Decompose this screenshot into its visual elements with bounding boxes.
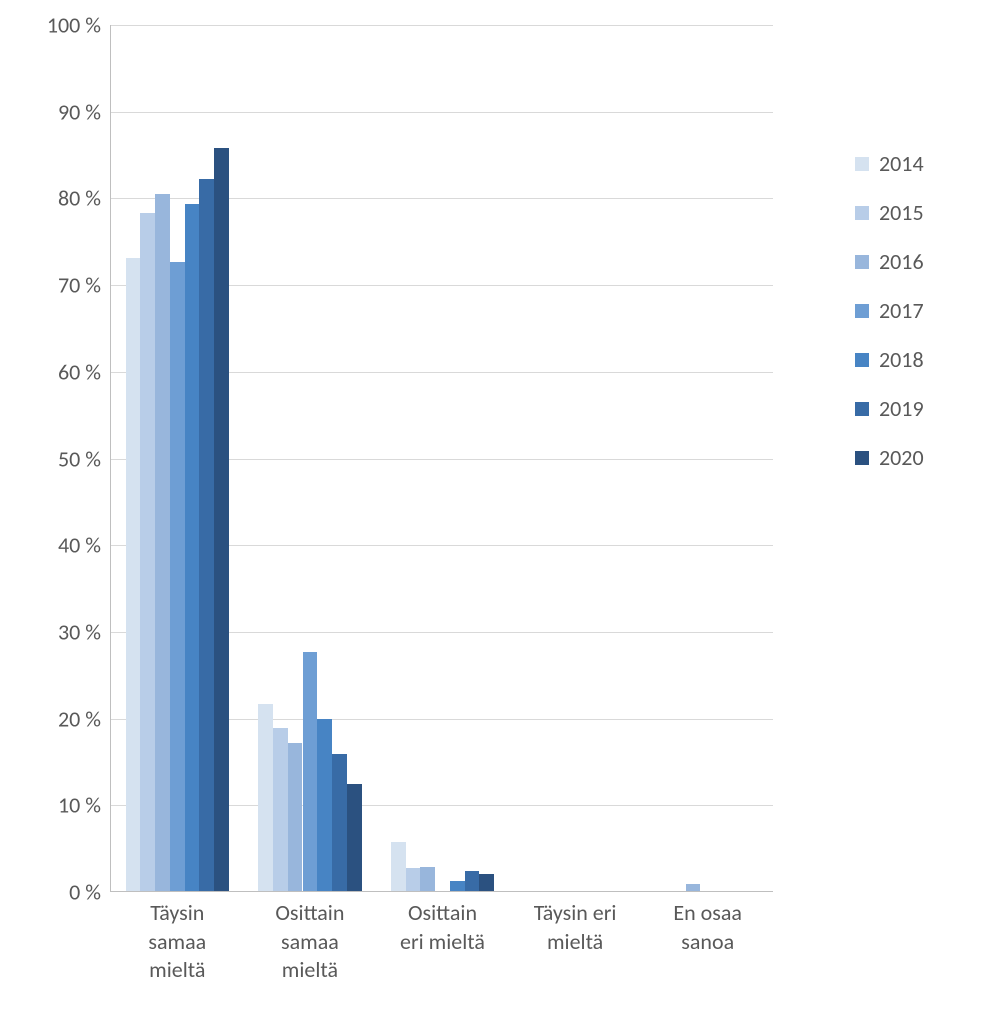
legend-label: 2017 xyxy=(879,297,924,324)
bar xyxy=(479,874,494,891)
legend-label: 2020 xyxy=(879,444,924,471)
bar xyxy=(465,871,480,891)
legend-label: 2015 xyxy=(879,199,924,226)
bar xyxy=(140,213,155,891)
y-tick-label: 50 % xyxy=(58,445,111,472)
legend-label: 2014 xyxy=(879,150,924,177)
legend-item: 2019 xyxy=(855,395,924,422)
y-tick-label: 70 % xyxy=(58,272,111,299)
bar xyxy=(317,719,332,891)
x-category-label: Osittain samaa mieltä xyxy=(244,891,377,985)
x-category-label: En osaa sanoa xyxy=(641,891,774,956)
bar xyxy=(185,204,200,891)
category-group: Osittain samaa mieltä xyxy=(244,25,377,891)
category-group: Täysin eri mieltä xyxy=(509,25,642,891)
legend-swatch xyxy=(855,451,869,465)
bar xyxy=(170,262,185,891)
legend-item: 2014 xyxy=(855,150,924,177)
legend-swatch xyxy=(855,402,869,416)
y-tick-label: 80 % xyxy=(58,185,111,212)
legend-item: 2018 xyxy=(855,346,924,373)
bar xyxy=(406,868,421,891)
bar xyxy=(126,258,141,891)
legend-label: 2019 xyxy=(879,395,924,422)
y-tick-label: 40 % xyxy=(58,532,111,559)
bar xyxy=(273,728,288,891)
legend-item: 2020 xyxy=(855,444,924,471)
bar xyxy=(303,652,318,891)
bar xyxy=(450,881,465,891)
legend-label: 2018 xyxy=(879,346,924,373)
bar xyxy=(155,194,170,891)
bar xyxy=(391,842,406,891)
plot-area: 0 %10 %20 %30 %40 %50 %60 %70 %80 %90 %1… xyxy=(110,25,773,892)
legend-swatch xyxy=(855,353,869,367)
bar xyxy=(258,704,273,891)
bar xyxy=(199,179,214,891)
x-category-label: Täysin eri mieltä xyxy=(509,891,642,956)
y-tick-label: 20 % xyxy=(58,705,111,732)
legend-swatch xyxy=(855,304,869,318)
legend-swatch xyxy=(855,255,869,269)
legend: 2014 2015 2016 2017 2018 2019 2020 xyxy=(855,150,924,493)
legend-label: 2016 xyxy=(879,248,924,275)
legend-swatch xyxy=(855,206,869,220)
bar xyxy=(420,867,435,891)
legend-item: 2017 xyxy=(855,297,924,324)
category-group: En osaa sanoa xyxy=(641,25,774,891)
bar xyxy=(214,148,229,891)
bar xyxy=(686,884,701,891)
bar xyxy=(288,743,303,891)
y-tick-label: 60 % xyxy=(58,358,111,385)
y-tick-label: 100 % xyxy=(47,12,111,39)
y-tick-label: 30 % xyxy=(58,618,111,645)
bar xyxy=(347,784,362,892)
category-group: Osittain eri mieltä xyxy=(376,25,509,891)
legend-swatch xyxy=(855,157,869,171)
y-tick-label: 10 % xyxy=(58,792,111,819)
survey-bar-chart: 0 % 10 % 20 % 30 % 40 % 50 % 60 % 70 % 80 % 90 % 1… xyxy=(0,0,1000,1024)
legend-item: 2016 xyxy=(855,248,924,275)
y-tick-label: 0 % xyxy=(69,879,111,906)
bar xyxy=(332,754,347,891)
y-tick-label: 90 % xyxy=(58,98,111,125)
category-group: Täysin samaa mieltä xyxy=(111,25,244,891)
x-category-label: Osittain eri mieltä xyxy=(376,891,509,956)
legend-item: 2015 xyxy=(855,199,924,226)
x-category-label: Täysin samaa mieltä xyxy=(111,891,244,985)
